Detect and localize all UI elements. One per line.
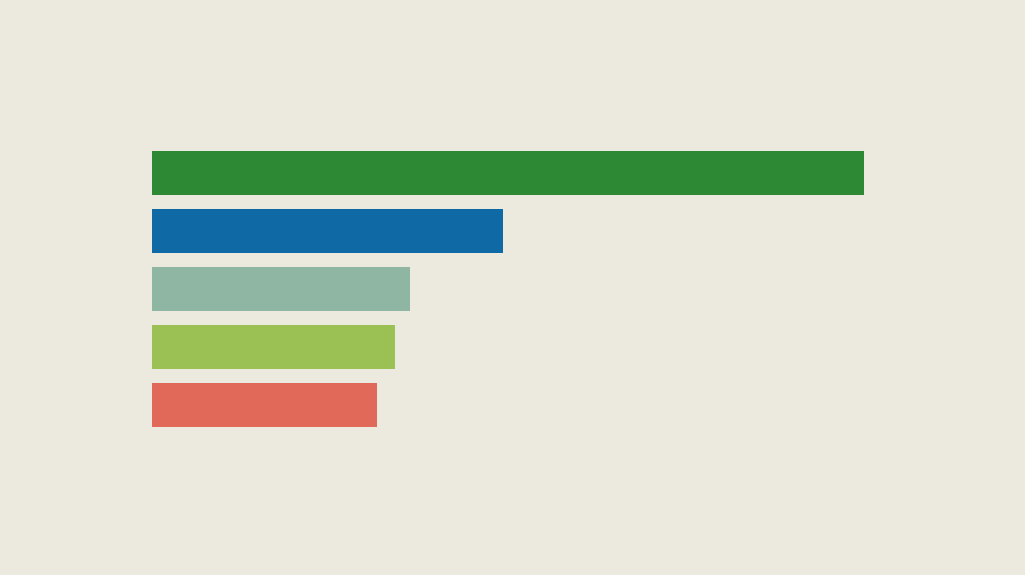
- bar-2: [152, 267, 410, 311]
- bar-0: [152, 151, 864, 195]
- bar-1: [152, 209, 503, 253]
- horizontal-bar-chart: [0, 0, 1025, 575]
- bar-4: [152, 383, 377, 427]
- bar-3: [152, 325, 395, 369]
